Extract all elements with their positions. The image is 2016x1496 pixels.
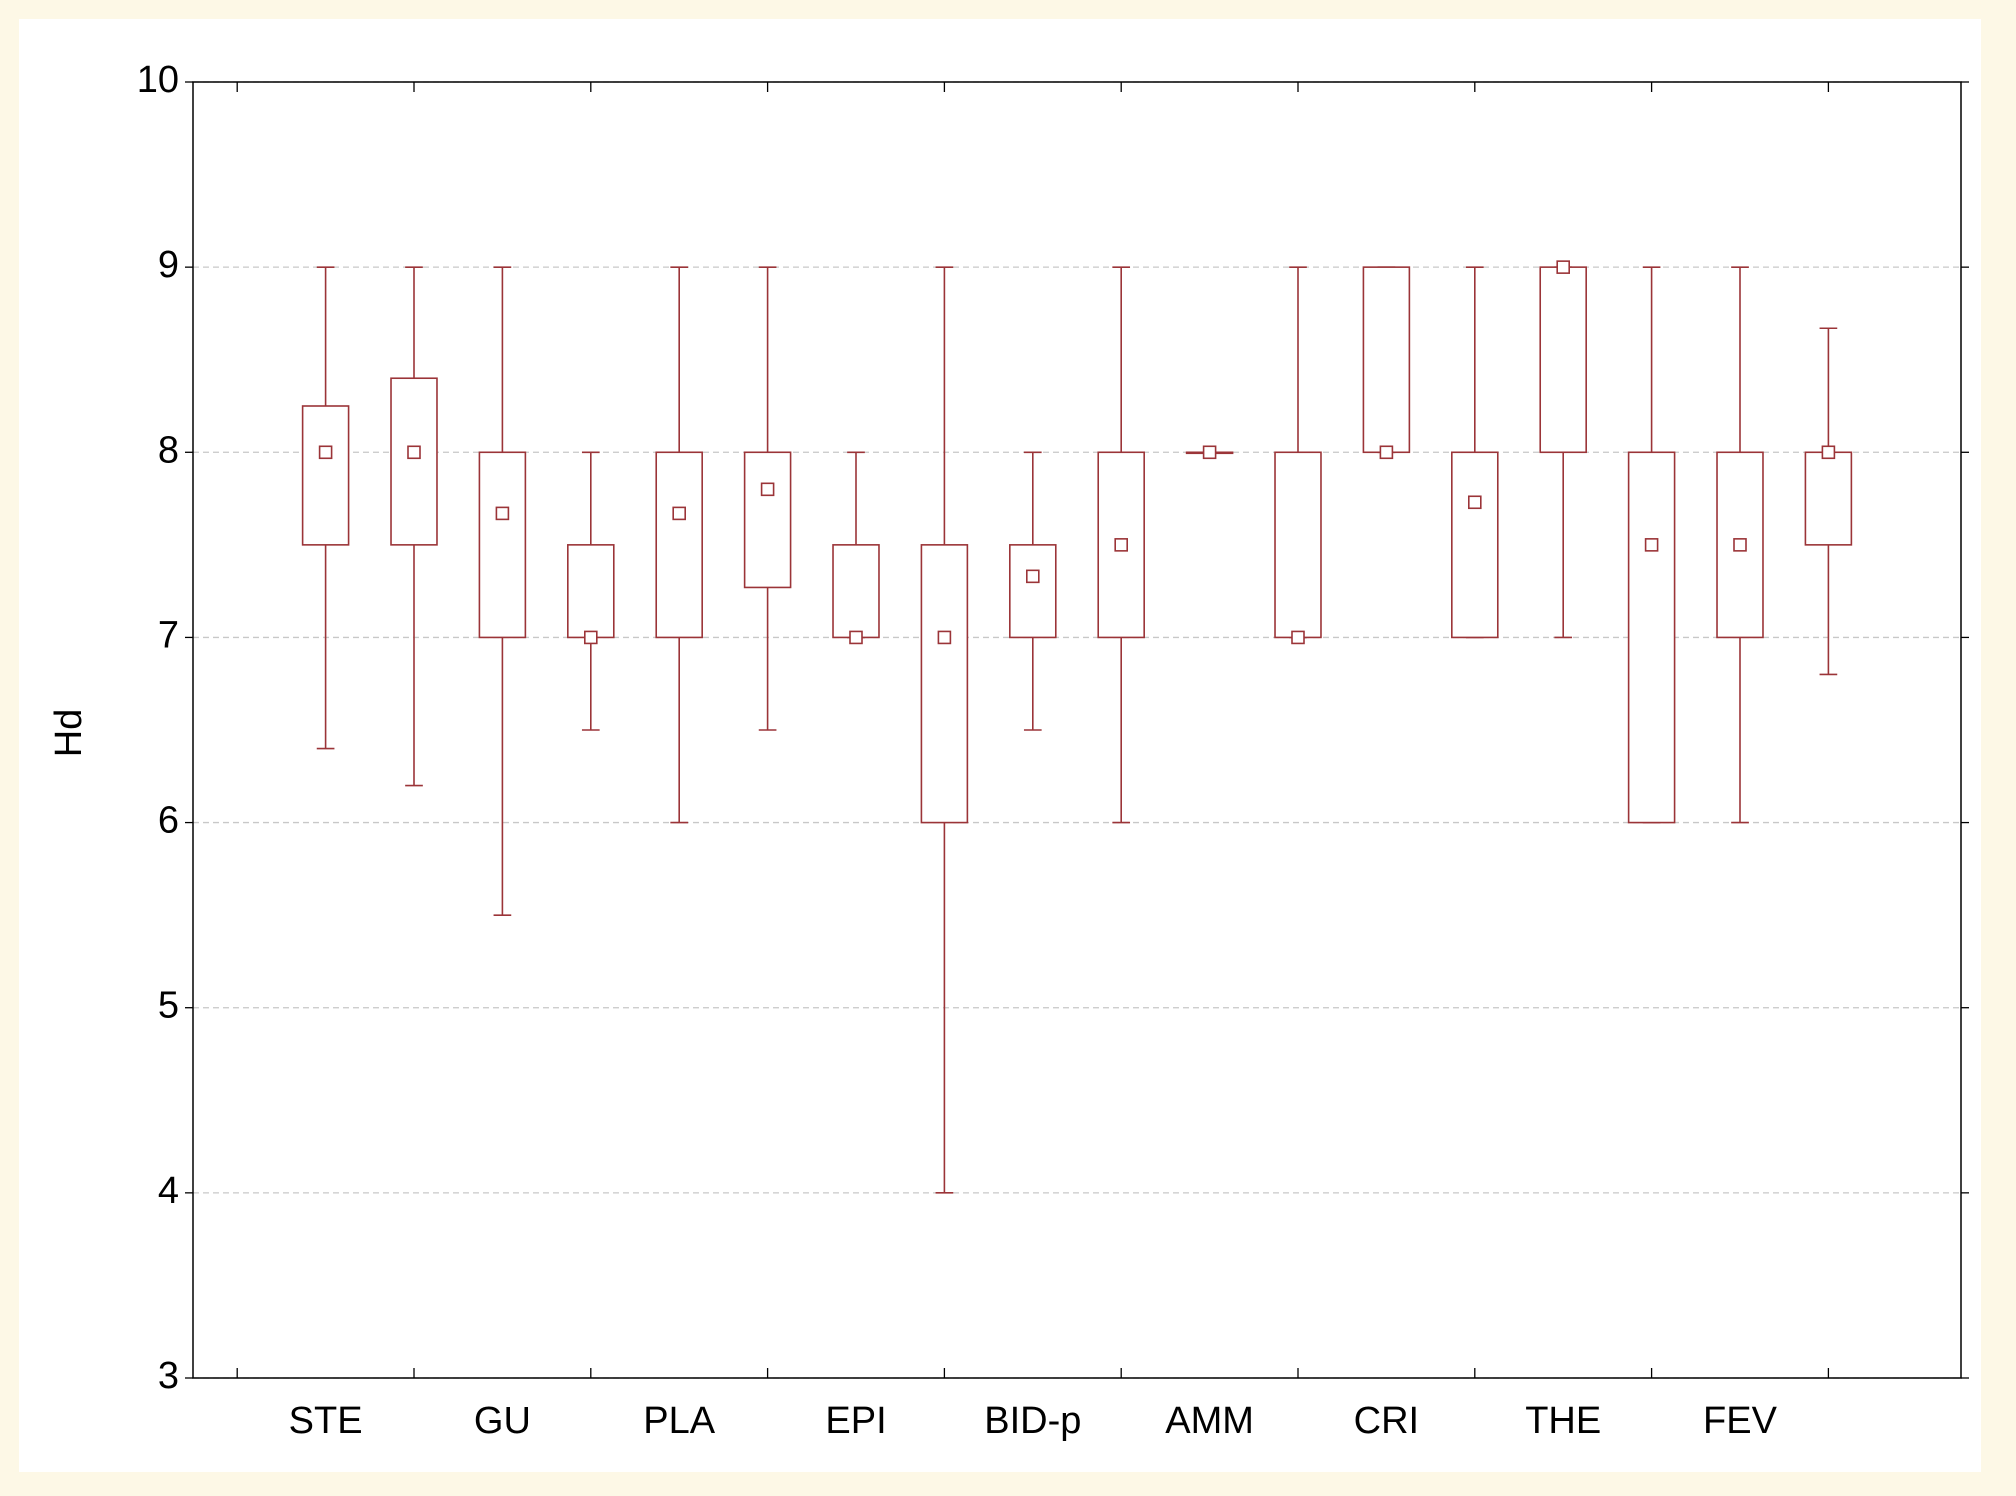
x-tick-label: CRI [1354, 1400, 1419, 1442]
box [1362, 266, 1411, 454]
x-tick-label: FEV [1703, 1400, 1778, 1442]
y-tick-label: 7 [158, 614, 179, 656]
mean-marker [1468, 495, 1482, 510]
box [832, 544, 880, 639]
y-tick-label: 4 [158, 1170, 179, 1212]
y-tick-label: 5 [158, 985, 179, 1027]
mean-marker [1291, 630, 1305, 645]
chart-background [19, 19, 1981, 1472]
mean-marker [1026, 569, 1040, 584]
box [1009, 544, 1057, 639]
x-tick-label: EPI [825, 1400, 886, 1442]
y-axis-label: Hd [48, 709, 90, 758]
x-tick-label: STE [289, 1400, 363, 1442]
box [655, 451, 703, 639]
box [1274, 451, 1322, 639]
x-tick-label: PLA [643, 1400, 715, 1442]
mean-marker [1202, 445, 1217, 460]
box [743, 451, 792, 589]
y-tick-label: 10 [137, 59, 179, 101]
box [1627, 451, 1676, 824]
box [920, 544, 969, 824]
mean-marker [672, 506, 687, 521]
box [567, 544, 615, 639]
y-tick-label: 6 [158, 800, 179, 842]
mean-marker [1556, 260, 1570, 274]
box [301, 405, 350, 546]
mean-marker [849, 630, 863, 645]
mean-marker [318, 445, 333, 460]
box [1804, 451, 1853, 546]
box [1539, 266, 1587, 454]
y-tick-label: 8 [158, 429, 179, 471]
mean-marker [937, 630, 952, 645]
y-tick-label: 3 [158, 1355, 179, 1397]
x-tick-label: GU [474, 1400, 531, 1442]
box [1451, 451, 1499, 639]
mean-marker [407, 445, 421, 460]
mean-marker [583, 630, 598, 645]
box [390, 377, 438, 546]
plot-frame [192, 81, 1962, 1379]
y-tick-label: 9 [158, 244, 179, 286]
x-tick-label: AMM [1165, 1400, 1254, 1442]
mean-marker [1644, 538, 1659, 552]
mean-marker [1733, 538, 1747, 552]
mean-marker [1114, 538, 1128, 552]
mean-marker [1821, 445, 1836, 460]
x-tick-label: THE [1525, 1400, 1601, 1442]
x-tick-label: BID-p [984, 1400, 1081, 1442]
mean-marker [1379, 445, 1394, 460]
mean-marker [495, 506, 510, 521]
mean-marker [760, 482, 775, 497]
box [478, 451, 527, 639]
